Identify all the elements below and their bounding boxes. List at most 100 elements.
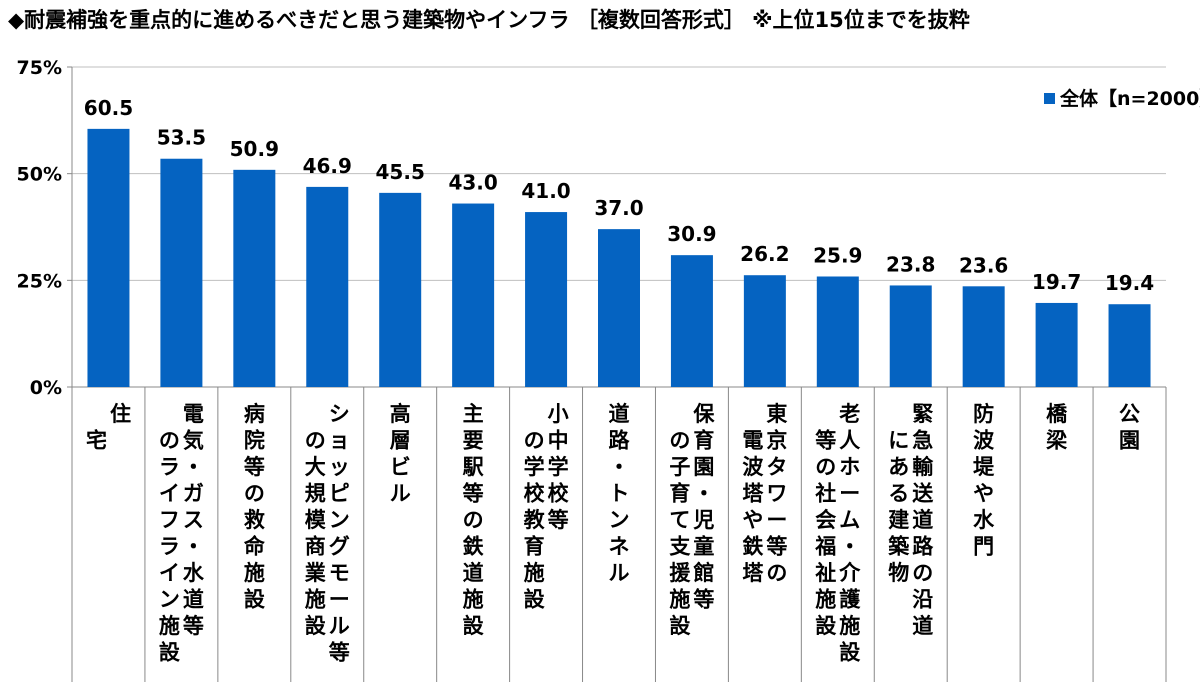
category-label: 橋梁 <box>1045 402 1068 453</box>
bar <box>525 212 568 387</box>
category-label-char: ・ <box>183 455 204 479</box>
category-label-char: ピ <box>329 482 350 506</box>
category-label-char: 館 <box>693 561 714 585</box>
data-label: 45.5 <box>376 160 425 184</box>
category-label-char: 道 <box>183 588 204 612</box>
category-label-char: 堤 <box>973 455 995 479</box>
category-label-char: 道 <box>912 508 933 532</box>
category-label-char: 住 <box>110 402 131 426</box>
category-label-char: ム <box>839 508 860 532</box>
bar <box>1035 302 1078 387</box>
category-label-char: 校 <box>524 482 546 506</box>
category-label-char: 教 <box>524 508 546 532</box>
category-label-char: 鉄 <box>742 535 763 559</box>
data-label: 23.8 <box>886 252 935 276</box>
category-label-char: ラ <box>159 455 180 479</box>
category-label-char: 等 <box>329 641 350 665</box>
bar <box>816 276 859 387</box>
category-label-char: 電 <box>742 429 763 453</box>
data-label: 26.2 <box>740 242 789 266</box>
category-label-char: 設 <box>305 614 327 638</box>
category-label-char: 等 <box>183 614 204 638</box>
category-label-char: 層 <box>390 429 411 453</box>
category-label-char: 福 <box>814 535 836 559</box>
category-label-char: 主 <box>463 402 484 426</box>
category-label-char: 施 <box>524 561 545 585</box>
category-label-char: 設 <box>244 588 266 612</box>
bar <box>160 158 203 387</box>
category-label-char: 建 <box>888 508 909 532</box>
category-label-char: 水 <box>183 561 205 585</box>
category-label-char: 急 <box>912 429 933 453</box>
category-label-char: 小 <box>548 402 569 426</box>
category-label-char: 鉄 <box>463 535 484 559</box>
data-label: 53.5 <box>157 126 206 150</box>
category-label-char: 子 <box>669 455 690 479</box>
category-label-char: ホ <box>839 455 860 479</box>
category-label-char: ン <box>159 588 180 612</box>
category-label-char: ビ <box>390 455 411 479</box>
data-label: 19.7 <box>1032 270 1081 294</box>
category-label-char: 等 <box>766 535 787 559</box>
data-label: 37.0 <box>594 196 643 220</box>
category-label-char: ル <box>390 482 411 506</box>
category-label-char: 宅 <box>86 429 107 453</box>
category-label-char: 規 <box>305 482 326 506</box>
category-label-char: ・ <box>609 455 630 479</box>
category-label-char: 育 <box>524 535 545 559</box>
category-label-char: 支 <box>669 535 691 559</box>
category-label-char: 大 <box>305 455 326 479</box>
category-label-char: 道 <box>609 402 630 426</box>
category-label-char: 梁 <box>1045 429 1068 453</box>
category-label-char: の <box>463 508 484 532</box>
category-label-char: 園 <box>1119 429 1140 453</box>
category-label-char: 施 <box>463 588 484 612</box>
category-label-char: フ <box>159 508 180 532</box>
category-label-char: イ <box>159 482 180 506</box>
category-label-char: 送 <box>912 482 934 506</box>
category-label-char: 東 <box>766 402 787 426</box>
data-label: 30.9 <box>667 222 716 246</box>
bar <box>452 203 495 387</box>
category-label-char: タ <box>766 455 787 479</box>
category-label-char: 等 <box>815 429 836 453</box>
category-label-char: 施 <box>159 614 180 638</box>
category-label-char: 等 <box>244 455 265 479</box>
category-label-char: 京 <box>766 429 787 453</box>
category-label-char: の <box>524 429 545 453</box>
bar <box>598 229 640 387</box>
category-label-char: ・ <box>839 535 860 559</box>
category-label-char: 高 <box>390 402 411 426</box>
category-label-char: に <box>888 429 909 453</box>
category-label-char: 塔 <box>742 561 764 585</box>
category-label-char: や <box>973 482 994 506</box>
category-label-char: 施 <box>244 561 265 585</box>
legend-swatch <box>1044 93 1055 104</box>
category-label-char: 学 <box>524 455 545 479</box>
category-label-char: ー <box>839 482 860 506</box>
category-label-char: て <box>669 508 690 532</box>
category-label-char: 護 <box>839 588 861 612</box>
category-label-char: 設 <box>839 641 861 665</box>
category-label-char: 児 <box>692 508 714 532</box>
category-label-char: る <box>888 482 909 506</box>
category-label-char: 人 <box>839 429 860 453</box>
category-label-char: ー <box>766 508 787 532</box>
category-label: 公園 <box>1119 402 1140 453</box>
bar <box>87 128 130 387</box>
category-label-char: 路 <box>912 535 934 559</box>
category-label-char: 水 <box>973 508 995 532</box>
category-label-char: 保 <box>692 402 715 426</box>
category-label-char: 気 <box>183 429 204 453</box>
y-tick-label: 75% <box>17 57 62 79</box>
data-label: 46.9 <box>303 154 352 178</box>
bar <box>379 192 422 387</box>
category-label-char: 育 <box>669 482 690 506</box>
category-label-char: 施 <box>305 588 326 612</box>
category-label-char: の <box>669 429 690 453</box>
